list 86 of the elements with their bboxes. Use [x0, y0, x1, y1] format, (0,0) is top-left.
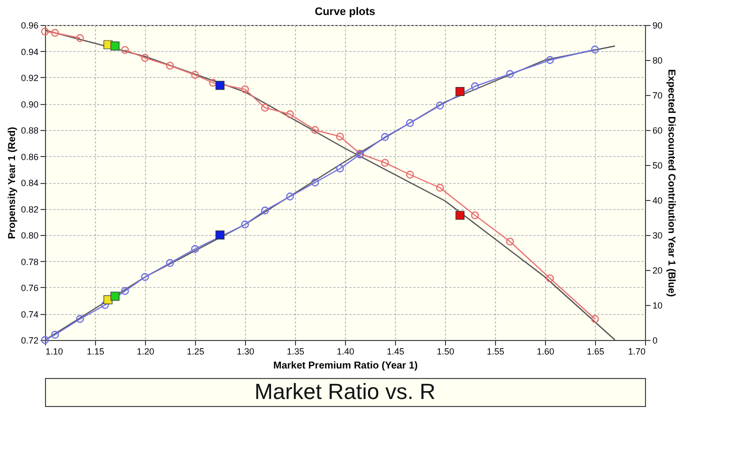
- y2-tick-label: 40: [652, 196, 663, 206]
- point: [381, 158, 389, 167]
- point: [261, 206, 269, 214]
- point: [216, 80, 224, 90]
- y-tick-label: 0.72: [20, 336, 38, 346]
- point: [591, 315, 599, 323]
- point: [121, 46, 129, 54]
- y2-tick-label: 70: [652, 90, 663, 100]
- point: [241, 220, 249, 228]
- y2-axis-title: Expected Discounted Contribution Year 1 (Blue): [666, 69, 677, 297]
- y-tick-label: 0.88: [20, 126, 38, 136]
- point: [191, 70, 199, 79]
- y-tick-label: 0.90: [20, 99, 38, 110]
- point: [336, 132, 344, 141]
- point: [591, 46, 599, 54]
- y2-tick-label: 30: [652, 230, 663, 240]
- y-tick-label: 0.86: [20, 152, 38, 162]
- x-tick-label: 1.45: [386, 346, 404, 356]
- point: [456, 210, 464, 220]
- x-tick-label: 1.60: [536, 346, 554, 356]
- point: [261, 104, 269, 112]
- y2-tick-label: 10: [652, 300, 663, 310]
- point: [436, 102, 444, 110]
- x-tick-label: 1.40: [336, 346, 354, 356]
- point: [166, 62, 174, 70]
- text: Market Ratio vs. R: [254, 379, 436, 404]
- point: [546, 274, 554, 282]
- y-tick-label: 0.78: [20, 256, 38, 267]
- x-tick-label: 1.25: [186, 346, 204, 356]
- point: [216, 230, 224, 240]
- y2-tick-label: 90: [652, 20, 663, 30]
- point: [406, 170, 414, 179]
- point: [381, 133, 389, 141]
- point: [456, 87, 464, 96]
- point: [286, 192, 294, 200]
- point: [546, 56, 554, 64]
- y2-tick-label: 20: [652, 266, 663, 276]
- point: [51, 28, 59, 37]
- y2-tick-label: 0: [652, 336, 658, 346]
- y-tick-label: 0.92: [20, 73, 38, 83]
- y2-tick-label: 80: [652, 56, 663, 66]
- y-tick-label: 0.80: [20, 230, 38, 240]
- point: [101, 301, 109, 309]
- x-tick-label: 1.50: [436, 346, 454, 356]
- point: [76, 315, 84, 323]
- point: [76, 34, 84, 42]
- point: [471, 211, 479, 220]
- point: [286, 110, 294, 118]
- y-tick-label: 0.96: [20, 20, 38, 30]
- point: [311, 178, 319, 186]
- chart-title: Curve plots: [314, 6, 376, 18]
- x-tick-label: 1.55: [486, 346, 504, 356]
- point: [436, 184, 444, 192]
- point: [121, 287, 129, 295]
- point: [110, 42, 120, 50]
- y-tick-label: 0.74: [20, 309, 38, 320]
- point: [141, 54, 149, 62]
- point: [110, 292, 120, 301]
- x-tick-label: 1.20: [136, 346, 154, 356]
- y-tick-label: 0.94: [20, 46, 38, 57]
- x-tick-label: 1.15: [86, 346, 104, 356]
- y2-tick-label: 60: [652, 126, 663, 136]
- point: [311, 126, 319, 134]
- x-axis-title: Market Premium Ratio (Year 1): [273, 360, 418, 372]
- x-tick-label: 1.35: [286, 346, 304, 356]
- point: [506, 238, 514, 246]
- point: [191, 245, 199, 253]
- x-tick-label: 1.65: [586, 346, 604, 356]
- x-tick-label: 1.30: [236, 346, 254, 356]
- point: [506, 70, 514, 78]
- y-tick-label: 0.84: [20, 178, 38, 188]
- y-tick-label: 0.76: [20, 283, 38, 293]
- y-axis-title: Propensity Year 1 (Red): [6, 126, 18, 240]
- point: [41, 28, 49, 36]
- point: [166, 259, 174, 267]
- point: [406, 119, 414, 127]
- y-tick-label: 0.82: [20, 204, 38, 214]
- y2-tick-label: 50: [652, 160, 663, 170]
- point: [141, 273, 149, 281]
- point: [51, 330, 59, 339]
- x-tick-label: 1.10: [46, 346, 64, 356]
- point: [241, 85, 249, 94]
- point: [471, 82, 479, 90]
- point: [336, 164, 344, 172]
- x-tick-label: 1.70: [628, 346, 646, 356]
- point: [209, 78, 217, 87]
